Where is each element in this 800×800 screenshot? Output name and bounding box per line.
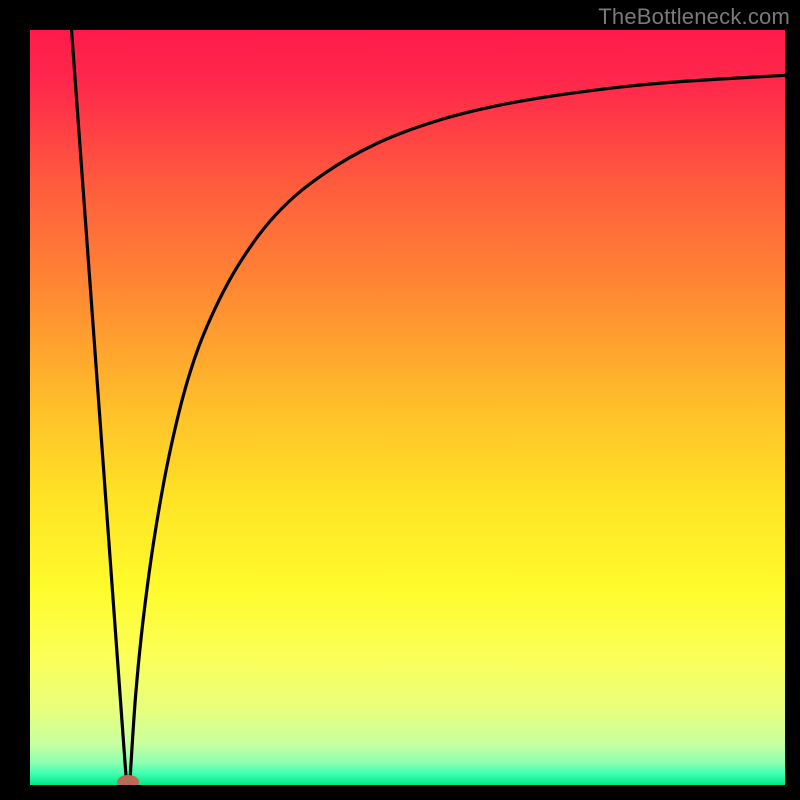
gradient-background [30, 30, 785, 785]
frame-bottom [0, 785, 800, 800]
frame-right [785, 0, 800, 800]
chart-svg [30, 30, 785, 785]
frame-left [0, 0, 30, 800]
plot-area [30, 30, 785, 785]
attribution-text: TheBottleneck.com [598, 4, 790, 30]
